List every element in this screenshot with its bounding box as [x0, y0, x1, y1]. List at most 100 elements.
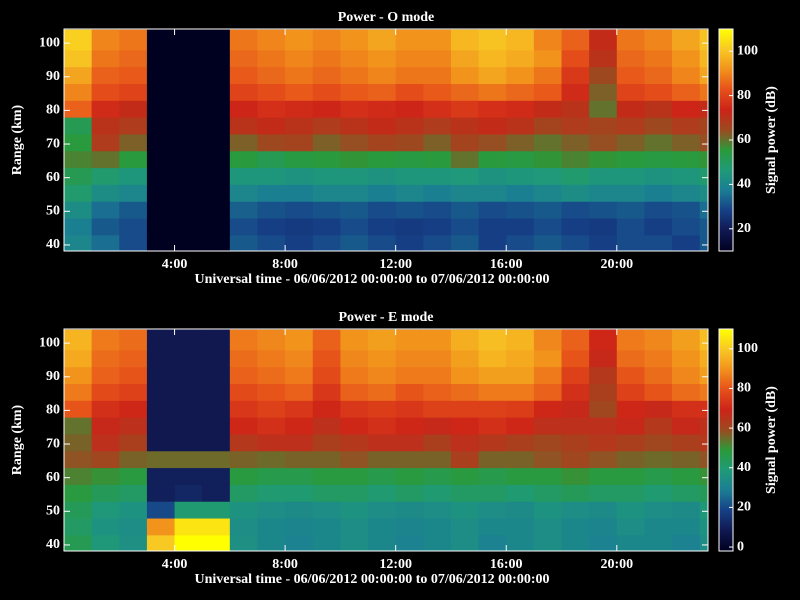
heatmap-cell: [312, 484, 341, 502]
heatmap-cell: [91, 29, 120, 51]
heatmap-cell: [146, 534, 176, 551]
heatmap-cell: [229, 450, 258, 469]
heatmap-cell: [478, 100, 507, 118]
heatmap-cell: [423, 484, 452, 502]
heatmap-cell: [533, 518, 563, 536]
heatmap-cell: [589, 501, 618, 519]
heatmap-cell: [340, 518, 369, 536]
heatmap-cell: [91, 417, 120, 435]
heatmap-cell: [202, 383, 231, 401]
heatmap-cell: [146, 366, 176, 384]
heatmap-cell: [312, 417, 341, 435]
heatmap-cell: [533, 83, 563, 101]
heatmap-cell: [312, 234, 341, 251]
y-tick-label: 90: [46, 369, 60, 384]
heatmap-cell: [450, 450, 480, 469]
heatmap-cell: [368, 417, 397, 435]
heatmap-cell: [699, 349, 708, 368]
heatmap-cell: [589, 234, 618, 251]
heatmap-cell: [285, 433, 314, 452]
heatmap-cell: [368, 400, 397, 418]
plot-frame: [63, 28, 709, 252]
heatmap-cell: [340, 484, 369, 502]
heatmap-cell: [91, 450, 120, 469]
colorbar-label: Signal power (dB): [764, 386, 779, 494]
heatmap-cell: [423, 518, 452, 536]
heatmap-cell: [699, 484, 708, 502]
heatmap-cell: [174, 184, 203, 202]
heatmap-cell: [119, 201, 148, 219]
heatmap-cell: [423, 234, 452, 251]
heatmap-cell: [91, 501, 120, 519]
heatmap-cell: [699, 417, 708, 435]
heatmap-cell: [644, 329, 673, 351]
heatmap-cell: [644, 383, 673, 401]
heatmap-cell: [533, 450, 563, 469]
heatmap-cell: [561, 433, 590, 452]
heatmap-cell: [395, 383, 424, 401]
heatmap-cell: [285, 534, 314, 551]
plot-frame: [63, 328, 709, 552]
heatmap-cell: [478, 383, 507, 401]
heatmap-cell: [450, 100, 480, 118]
heatmap-cell: [533, 349, 563, 368]
heatmap-cell: [368, 518, 397, 536]
heatmap-cell: [91, 383, 120, 401]
heatmap-cell: [285, 234, 314, 251]
heatmap-cell: [644, 534, 673, 551]
heatmap-cell: [174, 29, 203, 51]
heatmap-cell: [423, 534, 452, 551]
heatmap-cell: [64, 66, 93, 84]
heatmap-cell: [533, 29, 563, 51]
heatmap-cell: [312, 218, 341, 236]
heatmap-cell: [478, 184, 507, 202]
heatmap-cell: [229, 100, 258, 118]
heatmap-cell: [506, 117, 535, 135]
heatmap-cell: [368, 450, 397, 469]
heatmap-cell: [561, 83, 590, 101]
heatmap-cell: [368, 83, 397, 101]
heatmap-cell: [119, 218, 148, 236]
heatmap-cell: [312, 29, 341, 51]
heatmap-cell: [229, 201, 258, 219]
heatmap-cell: [616, 100, 645, 118]
heatmap-cell: [64, 433, 93, 452]
heatmap-cell: [533, 150, 563, 169]
heatmap-cell: [202, 417, 231, 435]
heatmap-cell: [644, 133, 673, 152]
heatmap-cell: [285, 133, 314, 152]
heatmap-cell: [146, 167, 176, 185]
heatmap-cell: [340, 29, 369, 51]
heatmap-cell: [616, 433, 645, 452]
heatmap-cell: [533, 201, 563, 219]
heatmap-cell: [423, 433, 452, 452]
heatmap-cell: [91, 518, 120, 536]
heatmap-cell: [64, 417, 93, 435]
heatmap-cell: [285, 450, 314, 469]
heatmap-cell: [395, 366, 424, 384]
heatmap-cell: [533, 534, 563, 551]
heatmap-cell: [146, 49, 176, 68]
heatmap-cell: [450, 400, 480, 418]
heatmap-cell: [450, 66, 480, 84]
heatmap-cell: [257, 433, 286, 452]
heatmap-cell: [257, 100, 286, 118]
heatmap-cell: [395, 518, 424, 536]
heatmap-cell: [644, 349, 673, 368]
heatmap-cell: [699, 450, 708, 469]
heatmap-cell: [478, 349, 507, 368]
heatmap-cell: [672, 467, 701, 485]
heatmap-cell: [395, 66, 424, 84]
heatmap-cell: [672, 117, 701, 135]
heatmap-cell: [450, 201, 480, 219]
heatmap-cell: [699, 218, 708, 236]
heatmap-cell: [561, 234, 590, 251]
heatmap-cell: [91, 400, 120, 418]
heatmap-cell: [561, 329, 590, 351]
heatmap-cell: [202, 218, 231, 236]
heatmap-cell: [312, 150, 341, 169]
heatmap-cell: [202, 49, 231, 68]
heatmap-cell: [395, 117, 424, 135]
heatmap-cell: [174, 417, 203, 435]
